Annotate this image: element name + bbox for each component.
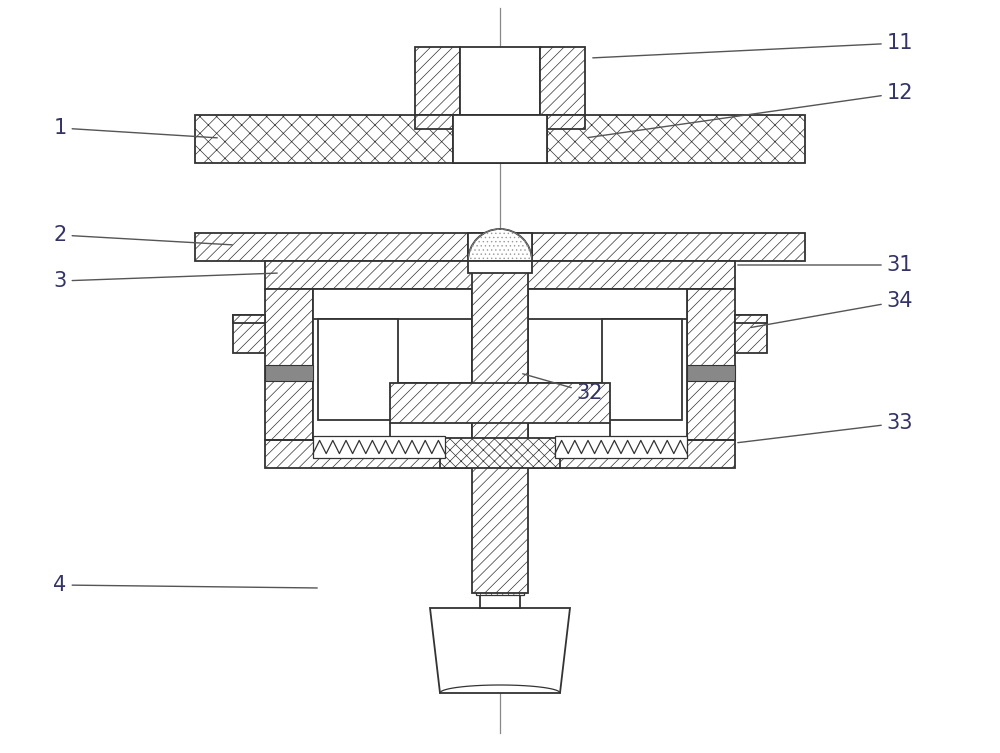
Bar	[233, 315, 265, 353]
Bar	[602, 319, 682, 420]
Bar	[195, 115, 805, 163]
Bar	[265, 440, 735, 468]
Text: 34: 34	[751, 291, 913, 328]
Bar	[735, 315, 767, 323]
Text: 1: 1	[53, 118, 217, 138]
Bar	[195, 233, 805, 261]
Text: 33: 33	[738, 413, 913, 443]
Bar	[313, 289, 472, 440]
Bar	[687, 289, 735, 440]
Bar	[472, 261, 528, 593]
Text: 2: 2	[53, 225, 232, 245]
Wedge shape	[468, 229, 532, 261]
Bar	[555, 436, 687, 458]
Text: 4: 4	[53, 575, 317, 595]
Text: 3: 3	[53, 271, 277, 291]
Bar	[265, 261, 735, 289]
Bar	[468, 233, 532, 261]
Bar	[415, 47, 460, 115]
Bar	[460, 47, 540, 115]
Text: 11: 11	[593, 33, 913, 58]
Bar	[318, 319, 398, 420]
Bar	[468, 261, 532, 273]
Bar	[233, 315, 265, 323]
Text: 31: 31	[738, 255, 913, 275]
Bar	[313, 436, 445, 458]
Bar	[687, 365, 735, 381]
Bar	[265, 289, 313, 440]
Polygon shape	[430, 608, 570, 693]
Bar	[540, 47, 585, 115]
Bar	[453, 115, 547, 163]
Bar	[390, 383, 610, 423]
Bar	[476, 581, 524, 595]
Text: 12: 12	[588, 83, 913, 138]
Bar	[440, 438, 560, 468]
Bar	[528, 289, 687, 440]
Bar	[265, 365, 313, 381]
Bar	[415, 115, 585, 129]
Bar	[480, 588, 520, 608]
Bar	[735, 315, 767, 353]
Text: 32: 32	[523, 373, 603, 403]
